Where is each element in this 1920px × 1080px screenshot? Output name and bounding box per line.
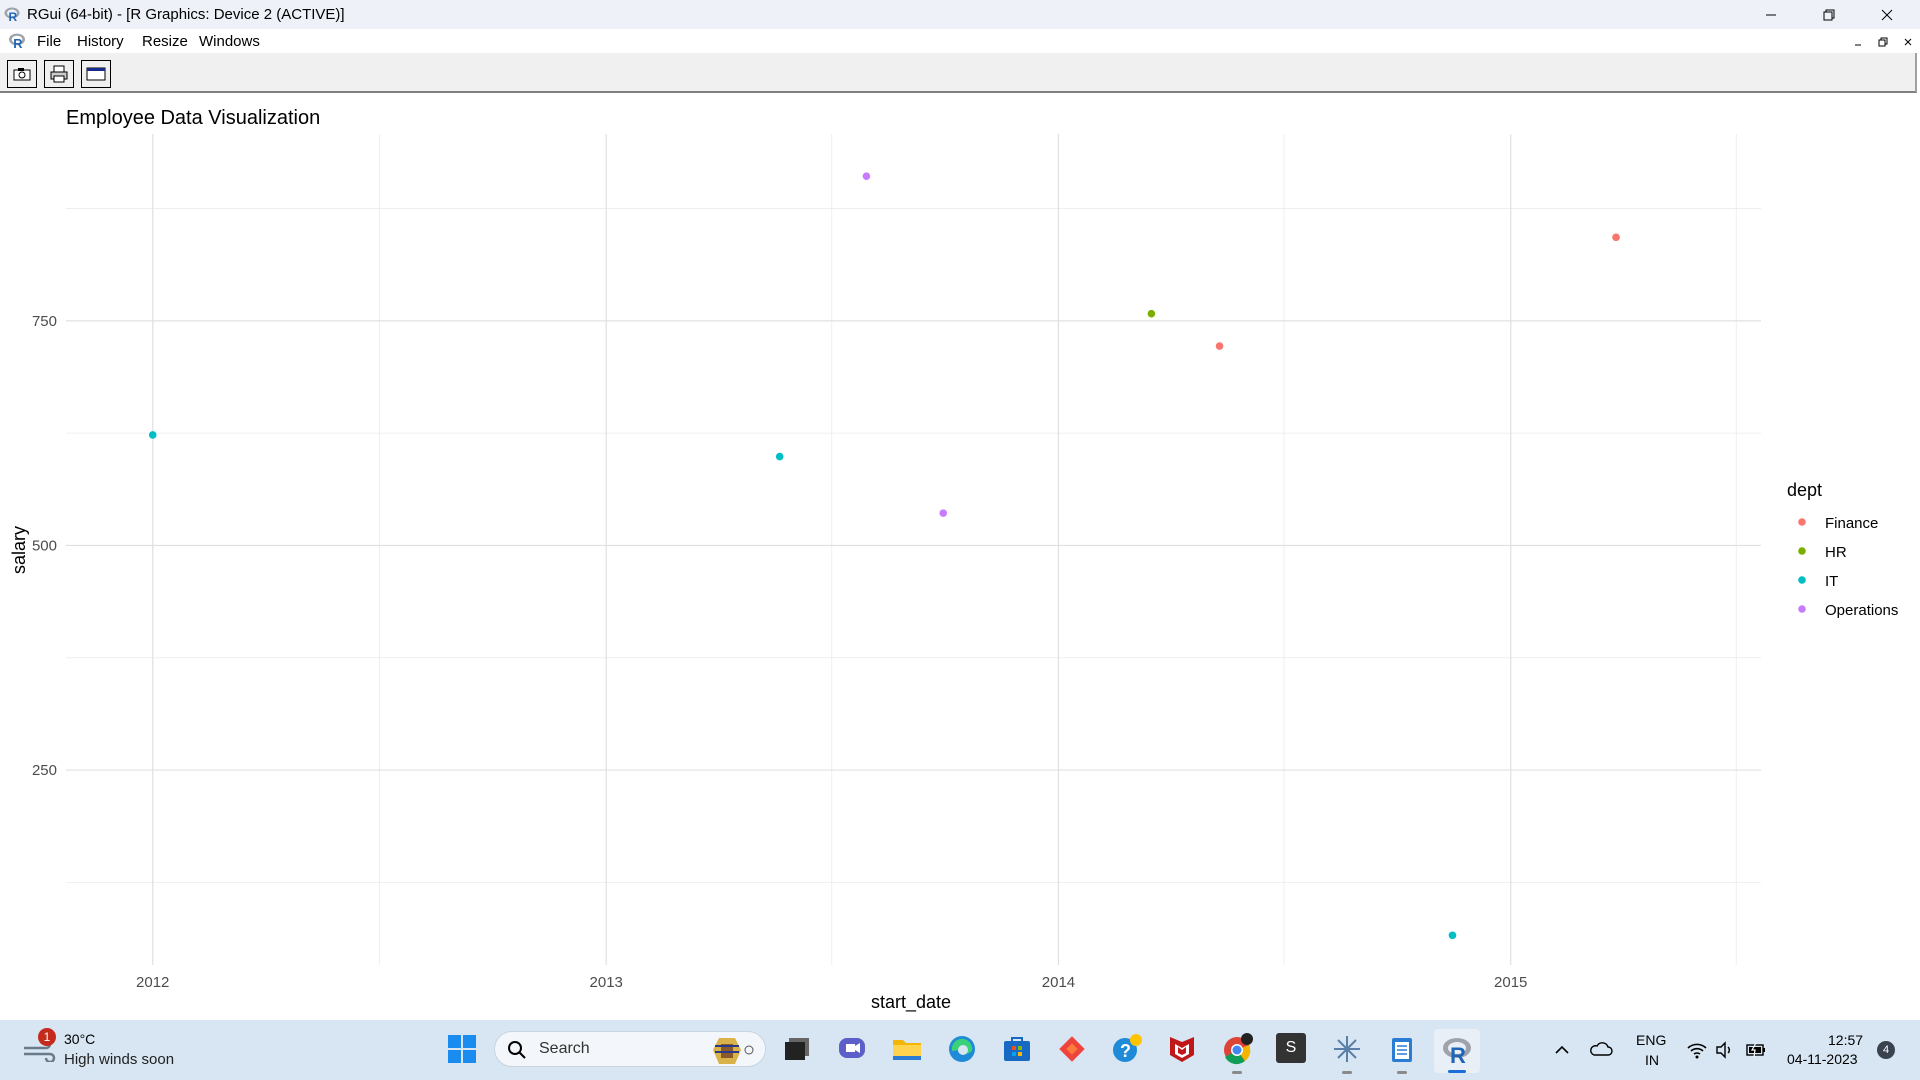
temperature: 30°C [64, 1031, 96, 1047]
battery-icon[interactable] [1745, 1041, 1767, 1059]
taskbar-active-r-app[interactable]: R [1434, 1029, 1480, 1073]
region-code[interactable]: IN [1645, 1052, 1659, 1068]
r-app-icon: R [1443, 1038, 1471, 1065]
data-point-operations [939, 509, 948, 517]
camera-icon [13, 68, 31, 81]
close-button[interactable] [1864, 0, 1910, 29]
legend-label-operations: Operations [1825, 602, 1898, 619]
svg-text:R: R [9, 10, 18, 22]
legend-label-finance: Finance [1825, 515, 1878, 532]
notification-count-badge[interactable]: 4 [1877, 1041, 1895, 1059]
title-bar: R RGui (64-bit) - [R Graphics: Device 2 … [0, 0, 1920, 29]
help-icon[interactable]: ? [1111, 1033, 1143, 1065]
y-tick-label: 250 [32, 762, 57, 779]
onedrive-cloud-icon[interactable] [1589, 1040, 1613, 1058]
svg-text:R: R [13, 36, 22, 49]
graphics-toolbar [0, 53, 1917, 93]
windows-start-icon[interactable] [446, 1033, 478, 1065]
window-title: RGui (64-bit) - [R Graphics: Device 2 (A… [27, 6, 345, 23]
task-view-icon[interactable] [781, 1033, 813, 1065]
scatter-chart: Employee Data Visualization start_date sal… [9, 107, 1898, 1013]
console-button[interactable] [81, 60, 111, 88]
r-logo-icon: R [9, 33, 25, 49]
legend-key-operations [1798, 605, 1806, 613]
language-code[interactable]: ENG [1636, 1032, 1667, 1048]
restore-button[interactable] [1806, 0, 1852, 29]
menu-windows[interactable]: Windows [199, 33, 260, 50]
chrome-icon[interactable] [1221, 1033, 1253, 1065]
wifi-icon[interactable] [1686, 1040, 1708, 1060]
printer-icon [50, 65, 68, 83]
search-placeholder: Search [539, 1040, 590, 1057]
data-point-it [1448, 931, 1457, 940]
microsoft-store-icon[interactable] [1001, 1033, 1033, 1065]
minimize-icon [1855, 44, 1861, 46]
window-icon [86, 67, 106, 81]
x-tick-label: 2014 [1042, 974, 1075, 991]
restore-icon [1878, 37, 1888, 47]
running-indicator [1397, 1071, 1407, 1074]
chat-icon[interactable] [836, 1033, 868, 1065]
weather-alert-badge: 1 [38, 1028, 56, 1046]
y-tick-label: 750 [32, 313, 57, 330]
legend-label-hr: HR [1825, 544, 1847, 561]
notepad-icon[interactable] [1386, 1033, 1418, 1065]
clock-date[interactable]: 04-11-2023 [1787, 1051, 1858, 1067]
svg-text:R: R [1450, 1043, 1466, 1065]
volume-icon[interactable] [1714, 1040, 1734, 1060]
close-icon [1881, 9, 1893, 20]
r-logo-icon: R [4, 7, 20, 22]
edge-browser-icon[interactable] [946, 1033, 978, 1065]
restore-icon [1823, 9, 1835, 20]
snipping-tool-icon[interactable] [1331, 1033, 1363, 1065]
x-tick-label: 2012 [136, 974, 169, 991]
mdi-restore-button[interactable] [1874, 34, 1892, 50]
minimize-button[interactable] [1748, 0, 1794, 29]
data-point-it [148, 431, 157, 439]
minimize-icon [1766, 14, 1776, 15]
mcafee-icon[interactable] [1166, 1033, 1198, 1065]
anydesk-icon[interactable] [1056, 1033, 1088, 1065]
data-point-it [775, 452, 784, 461]
file-explorer-icon[interactable] [891, 1033, 923, 1065]
legend-key-hr [1798, 547, 1806, 555]
data-point-finance [1612, 233, 1620, 242]
chevron-up-icon[interactable] [1553, 1041, 1571, 1059]
search-highlight-icon [713, 1038, 754, 1064]
plot-area: Employee Data Visualization start_date sal… [0, 95, 1920, 1020]
clock-time[interactable]: 12:57 [1828, 1032, 1864, 1048]
active-app-indicator [1448, 1070, 1466, 1073]
menu-resize[interactable]: Resize [142, 33, 188, 50]
legend-key-it [1798, 576, 1806, 584]
y-axis-label: salary [9, 526, 29, 574]
menu-history[interactable]: History [77, 33, 124, 50]
close-icon [1904, 38, 1912, 46]
data-point-operations [862, 172, 871, 181]
svg-text:?: ? [1120, 1041, 1131, 1061]
store-s-icon[interactable]: S [1276, 1033, 1306, 1063]
x-axis-label: start_date [871, 992, 951, 1013]
x-tick-label: 2013 [590, 974, 623, 991]
menu-bar: R File History Resize Windows [0, 29, 1920, 53]
running-indicator [1232, 1071, 1242, 1074]
legend-label-it: IT [1825, 573, 1838, 590]
print-button[interactable] [44, 60, 74, 88]
legend-key-finance [1798, 518, 1806, 526]
menu-file[interactable]: File [37, 33, 62, 50]
search-icon [508, 1041, 526, 1059]
data-point-finance [1215, 342, 1224, 350]
legend-title: dept [1787, 480, 1822, 500]
y-tick-label: 500 [32, 537, 57, 554]
chart-title: Employee Data Visualization [66, 107, 320, 129]
running-indicator [1342, 1071, 1352, 1074]
mdi-minimize-button[interactable] [1849, 34, 1867, 50]
data-point-hr [1147, 309, 1156, 318]
taskbar-search-box[interactable]: Search [494, 1031, 766, 1067]
mdi-close-button[interactable] [1899, 34, 1917, 50]
x-tick-label: 2015 [1494, 974, 1527, 991]
weather-text: High winds soon [64, 1051, 175, 1068]
copy-metafile-button[interactable] [7, 60, 37, 88]
